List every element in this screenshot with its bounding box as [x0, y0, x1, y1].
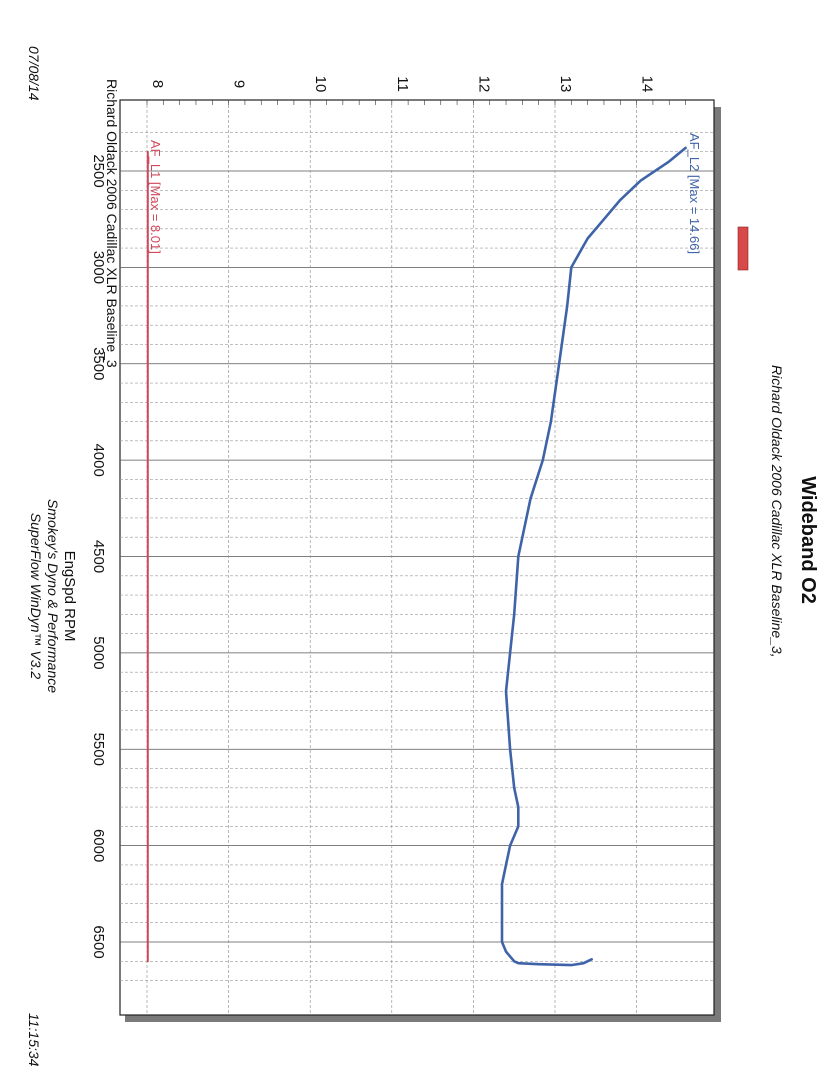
rpm-tick-label: 2500 [90, 154, 107, 187]
shop-name: Smokey's Dyno & Performance [45, 499, 61, 693]
software-name: SuperFlow WinDyn™ V3.2 [28, 513, 44, 680]
series-label-af-l2: AF_L2 [Max = 14.66] [687, 133, 702, 254]
grid [120, 100, 714, 1015]
rpm-tick-label: 6000 [90, 829, 107, 862]
afr-tick-label: 9 [231, 80, 248, 88]
afr-tick-label: 10 [312, 76, 329, 93]
rpm-tick-label: 5000 [90, 636, 107, 669]
chart-subtitle: Richard Oldack 2006 Cadillac XLR Baselin… [769, 365, 785, 658]
axis-ticks: 8 9 10 11 12 13 14 2500 3000 3500 4000 4500 5000 5500… [90, 76, 686, 959]
series-label-af-l1: AF_L1 [Max = 8.01] [148, 140, 163, 254]
rpm-tick-label: 5500 [90, 733, 107, 766]
x-axis-label: EngSpd RPM [61, 551, 78, 642]
legend-swatch [737, 226, 749, 271]
afr-tick-label: 11 [394, 76, 411, 92]
rpm-tick-label: 6500 [90, 925, 107, 958]
afr-tick-label: 12 [475, 76, 492, 93]
rpm-tick-label: 4000 [90, 443, 107, 476]
rpm-tick-label: 3500 [90, 347, 107, 380]
plot-run-label: Richard Oldack 2006 Cadillac XLR Baselin… [104, 79, 120, 368]
print-date: 07/08/14 [26, 46, 42, 101]
afr-tick-label: 13 [557, 76, 574, 93]
series-line-af-l2 [500, 146, 687, 967]
print-time: 11:15:34 [26, 1013, 42, 1067]
rpm-tick-label: 4500 [90, 540, 107, 573]
chart-title: Wideband O2 [797, 476, 819, 604]
rpm-tick-label: 3000 [90, 251, 107, 284]
afr-tick-label: 14 [639, 76, 656, 93]
series-layer: AF_L1 [Max = 8.01] AF_L2 [Max = 14.66] [146, 133, 702, 967]
afr-tick-label: 8 [149, 80, 166, 88]
plot-area [119, 99, 715, 1016]
